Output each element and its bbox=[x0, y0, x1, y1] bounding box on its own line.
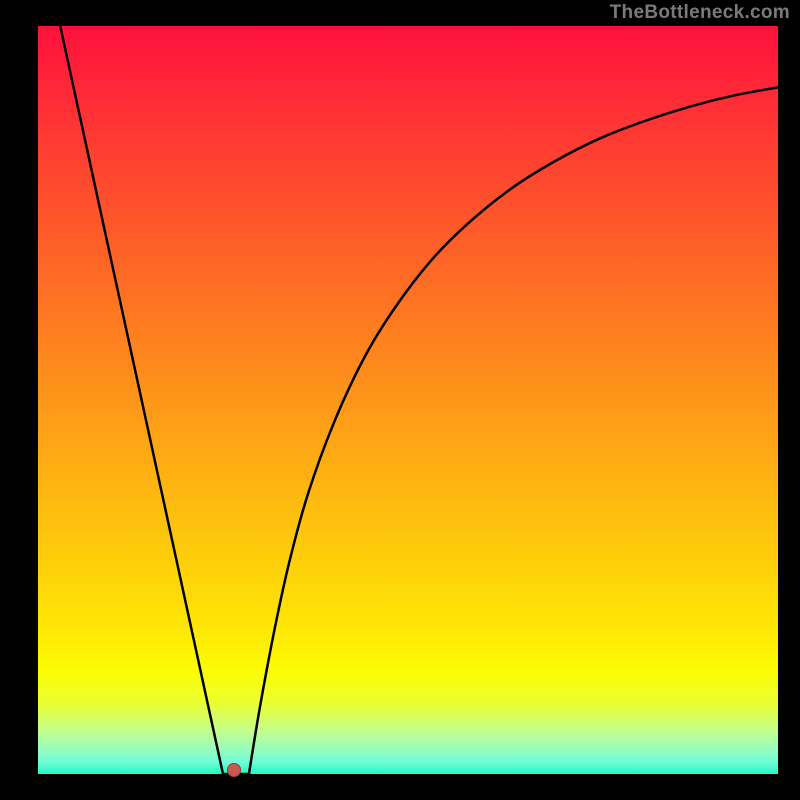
curve-layer bbox=[38, 26, 778, 774]
watermark-text: TheBottleneck.com bbox=[610, 2, 790, 24]
bottleneck-curve bbox=[60, 26, 778, 774]
minimum-marker bbox=[227, 763, 241, 777]
plot-area bbox=[38, 26, 778, 774]
